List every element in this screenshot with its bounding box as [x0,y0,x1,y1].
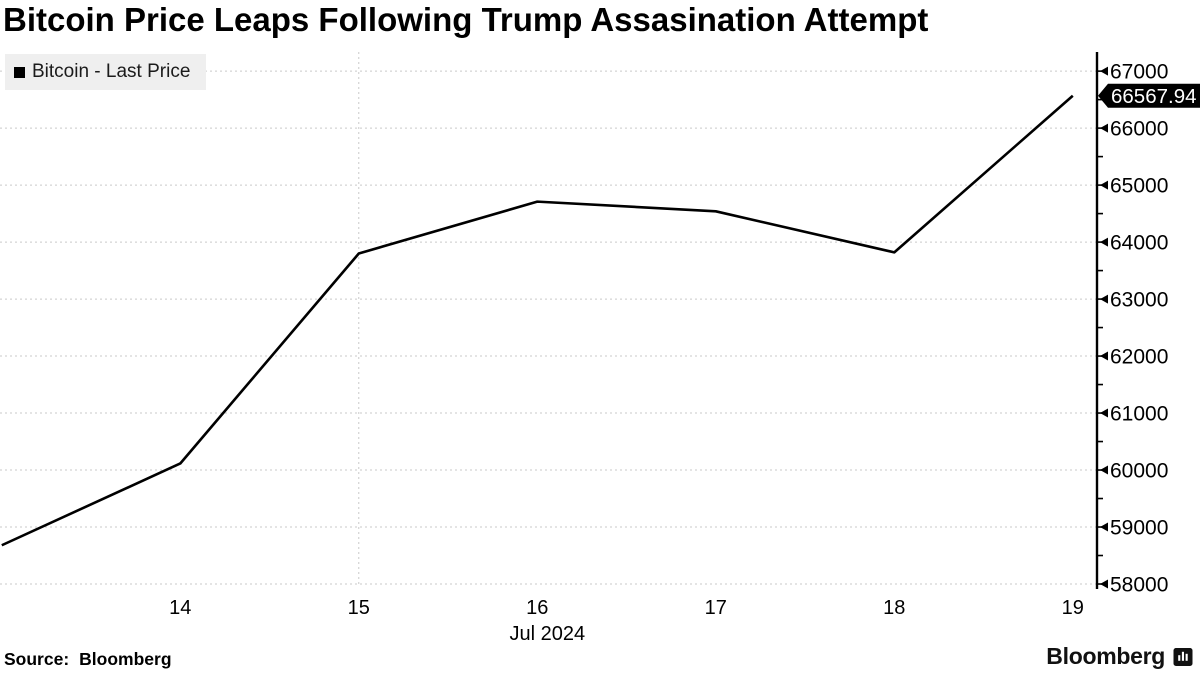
chart-legend: Bitcoin - Last Price [5,54,207,90]
legend-swatch-icon [14,66,25,78]
bloomberg-brand: Bloomberg [1046,643,1193,670]
last-price-badge [1098,83,1200,108]
x-tick-label: 16 [526,597,548,619]
y-tick-label: 67000 [1110,61,1168,84]
y-tick-arrow-icon [1100,123,1108,133]
y-tick-label: 61000 [1110,403,1168,426]
y-tick-label: 64000 [1110,232,1168,255]
y-tick-label: 66000 [1110,118,1168,141]
page-title: Bitcoin Price Leaps Following Trump Assa… [3,1,929,38]
y-tick-arrow-icon [1100,522,1108,532]
y-tick-arrow-icon [1100,465,1108,475]
y-tick-label: 58000 [1110,574,1168,597]
y-tick-arrow-icon [1100,294,1108,304]
x-tick-label: 15 [348,597,370,619]
x-tick-label: 18 [883,597,905,619]
source-name: Bloomberg [79,649,172,669]
bloomberg-logo-text: Bloomberg [1046,643,1165,669]
y-tick-label: 65000 [1110,175,1168,198]
y-tick-arrow-icon [1100,180,1108,190]
source-attribution: Source: Bloomberg [4,649,172,670]
y-tick-arrow-icon [1100,66,1108,76]
legend-label: Bitcoin - Last Price [32,61,191,82]
y-tick-label: 62000 [1110,346,1168,369]
last-price-badge-value: 66567.94 [1111,85,1197,108]
x-tick-label: 17 [705,597,727,619]
y-tick-arrow-icon [1100,408,1108,418]
x-axis-month-label: Jul 2024 [509,623,585,645]
y-tick-arrow-icon [1100,237,1108,247]
source-prefix: Source: [4,649,70,669]
price-line [1,94,1074,547]
x-tick-label: 14 [169,597,191,619]
bar-chart-bubble-icon [1173,647,1193,666]
y-tick-label: 63000 [1110,289,1168,312]
y-tick-label: 59000 [1110,517,1168,540]
x-tick-label: 19 [1062,597,1084,619]
y-tick-label: 60000 [1110,460,1168,483]
y-tick-arrow-icon [1100,579,1108,589]
y-tick-arrow-icon [1100,351,1108,361]
